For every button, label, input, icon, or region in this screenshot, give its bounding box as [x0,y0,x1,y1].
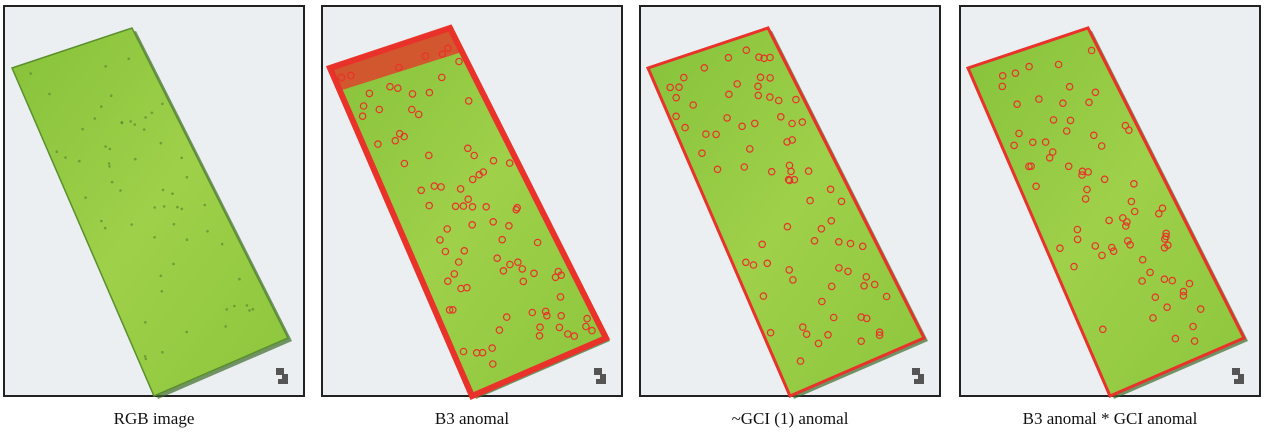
dark-spot [143,128,146,131]
dark-spot [238,278,241,281]
dark-spot [153,236,156,239]
dark-spot [134,123,137,126]
panel [640,6,940,399]
dark-spot [145,358,148,361]
dark-spot [161,103,164,106]
dark-spot [144,116,147,119]
dark-spot [111,181,114,184]
dark-spot [119,189,122,192]
dark-spot [108,165,111,168]
dark-spot [134,158,137,161]
dark-spot [180,157,183,160]
dark-spot [121,121,124,124]
dark-spot [109,148,112,151]
dark-spot [104,227,107,230]
dark-spot [100,105,103,108]
dark-spot [173,223,176,226]
dark-spot [171,192,174,195]
panel [322,6,622,399]
dark-spot [248,309,251,312]
dark-spot [151,112,154,115]
dark-spot [185,331,188,334]
panel-caption: B3 anomal * GCI anomal [1023,409,1198,428]
dark-spot [48,93,51,96]
dark-spot [144,355,147,358]
dark-spot [129,120,132,123]
dark-spot [78,160,81,163]
dark-spot [130,223,133,226]
dark-spot [224,325,227,328]
dark-spot [176,206,179,209]
dark-spot [153,206,156,209]
dark-spot [186,176,189,179]
dark-spot [108,162,111,165]
figure: RGB image B3 anomal ~GCI (1) anomal B3 anom… [0,0,1270,432]
panel-caption: RGB image [114,409,195,428]
panel [960,6,1260,399]
dark-spot [206,230,209,233]
dark-spot [81,128,84,131]
dark-spot [84,196,87,199]
dark-spot [172,263,175,266]
dark-spot [104,65,107,68]
dark-spot [225,308,228,311]
dark-spot [161,351,164,354]
dark-spot [252,308,255,311]
dark-spot [181,208,184,211]
dark-spot [94,117,97,120]
panel-caption: B3 anomal [435,409,509,428]
dark-spot [162,189,165,192]
dark-spot [161,290,164,293]
dark-spot [56,150,59,153]
dark-spot [110,94,113,97]
dark-spot [204,204,207,207]
dark-spot [163,205,166,208]
dark-spot [144,321,147,324]
dark-spot [160,275,163,278]
dark-spot [246,304,249,307]
dark-spot [221,243,224,246]
panel [4,6,304,399]
panel-caption: ~GCI (1) anomal [732,409,849,428]
dark-spot [233,305,236,308]
dark-spot [29,72,32,75]
dark-spot [186,238,189,241]
dark-spot [64,156,67,159]
dark-spot [100,220,103,223]
dark-spot [160,142,163,145]
dark-spot [127,58,130,61]
dark-spot [104,145,107,148]
page: RGB image B3 anomal ~GCI (1) anomal B3 anom… [0,0,1270,432]
